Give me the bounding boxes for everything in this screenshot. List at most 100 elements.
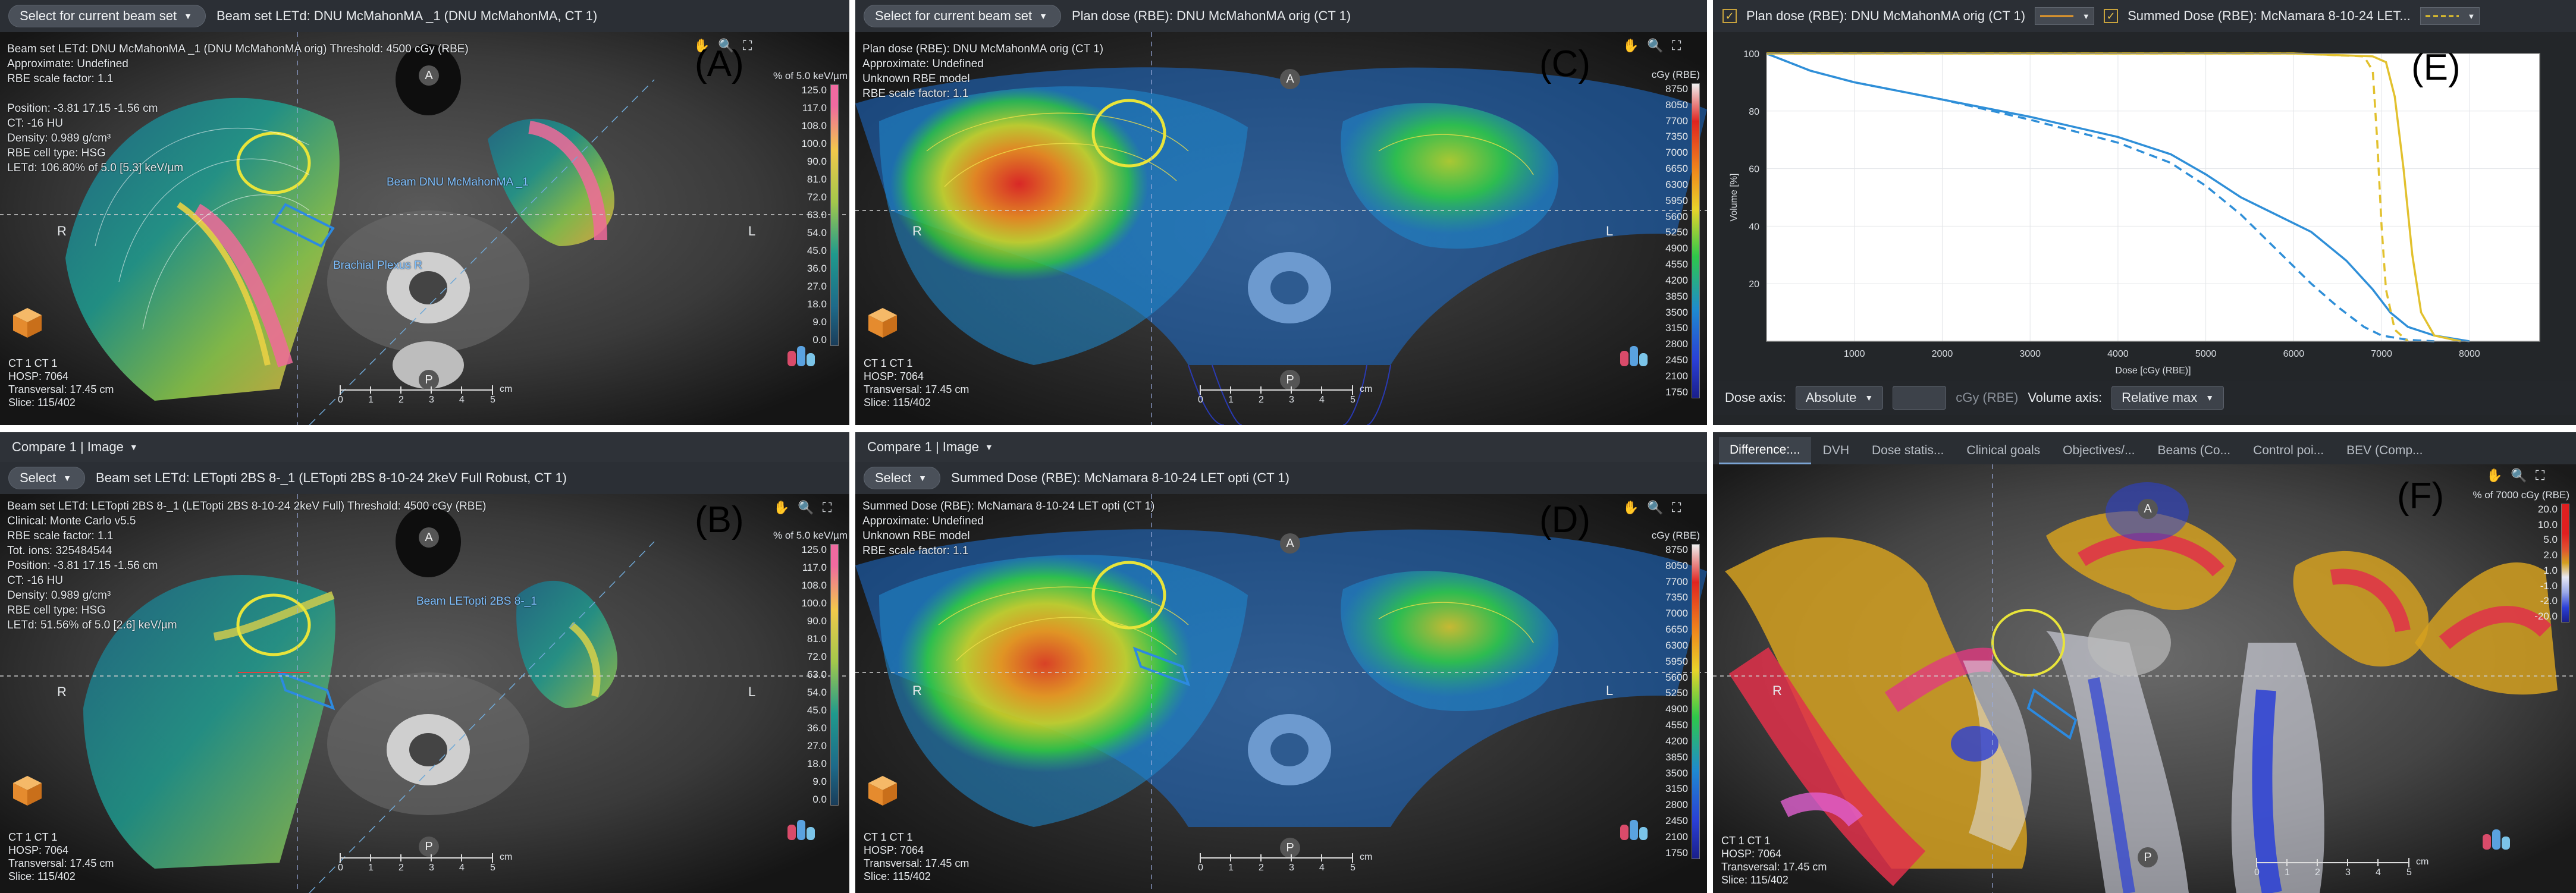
legend-value: 7000	[1665, 147, 1688, 159]
dvh-y-axis-label: Volume [%]	[1729, 174, 1739, 222]
select-beam-set-label: Select for current beam set	[20, 8, 177, 23]
ruler-tick-0: 0	[1198, 863, 1203, 873]
line-style-selector-2[interactable]: ▼	[2420, 7, 2480, 25]
legend-value: 63.0	[807, 669, 827, 680]
dvh-chart: 1000 2000 3000 4000 5000 6000 7000 8000 20 40 60 80…	[1729, 49, 2540, 376]
volume-axis-select[interactable]: Relative max ▼	[2111, 386, 2224, 410]
hand-pan-icon[interactable]: ✋	[2486, 468, 2503, 483]
dvh-plot-area[interactable]: 1000 2000 3000 4000 5000 6000 7000 8000 20 40 60 80…	[1713, 32, 2576, 381]
zoom-icon[interactable]: 🔍	[798, 500, 814, 515]
hand-pan-icon[interactable]: ✋	[773, 500, 790, 515]
select-beam-set-button[interactable]: Select for current beam set ▼	[864, 5, 1061, 27]
fullscreen-icon[interactable]: ⛶	[742, 38, 752, 53]
legend-value: 63.0	[807, 209, 827, 221]
legend-value: 45.0	[807, 245, 827, 256]
checkbox-summed-dose[interactable]: ✓	[2104, 9, 2119, 23]
ct-viewport-a[interactable]: Beam set LETd: DNU McMahonMA _1 (DNU McM…	[0, 32, 849, 425]
legend-value: 45.0	[807, 705, 827, 716]
ct-viewport-d[interactable]: Summed Dose (RBE): McNamara 8-10-24 LET …	[855, 494, 1707, 893]
zoom-icon[interactable]: 🔍	[718, 38, 735, 53]
dvh-axis-controls: Dose axis: Absolute ▼ cGy (RBE) Volume a…	[1713, 381, 2576, 415]
zoom-icon[interactable]: 🔍	[2511, 468, 2527, 483]
hand-pan-icon[interactable]: ✋	[1623, 500, 1639, 515]
tab-objectives[interactable]: Objectives/...	[2063, 444, 2135, 457]
legend-value: 6650	[1665, 163, 1688, 175]
tab-bev[interactable]: BEV (Comp...	[2346, 444, 2423, 457]
compare-bar-d[interactable]: Compare 1 | Image ▼	[855, 432, 1707, 462]
chevron-down-icon: ▼	[129, 442, 138, 452]
legend-value: 5250	[1665, 227, 1688, 238]
dose-axis-select[interactable]: Absolute ▼	[1795, 386, 1884, 410]
legend-value: 7350	[1665, 131, 1688, 143]
hand-pan-icon[interactable]: ✋	[694, 38, 710, 53]
ct-viewport-f[interactable]: A P R 0 1 2 3 4 5 cm CT 1 CT 1 HOSP: 706…	[1713, 464, 2576, 893]
orientation-cube-icon[interactable]	[866, 306, 899, 339]
solid-line-swatch	[2040, 15, 2074, 17]
fullscreen-icon[interactable]: ⛶	[822, 500, 832, 515]
volume-axis-value: Relative max	[2122, 390, 2198, 405]
logo-graphic	[2483, 829, 2510, 850]
tab-beams[interactable]: Beams (Co...	[2157, 444, 2231, 457]
zoom-icon[interactable]: 🔍	[1647, 500, 1664, 515]
panel-c-toolbar: Select for current beam set ▼ Plan dose …	[855, 0, 1707, 32]
ruler-tick-5: 5	[1350, 863, 1356, 873]
dvh-y-tick-label: 100	[1743, 49, 1759, 59]
orientation-cube-icon[interactable]	[866, 773, 899, 807]
chevron-down-icon: ▼	[2467, 11, 2475, 21]
dashed-line-swatch	[2425, 15, 2459, 17]
dose-value-input[interactable]	[1893, 386, 1947, 410]
ruler-unit: cm	[1360, 852, 1373, 862]
select-button-b[interactable]: Select ▼	[8, 467, 86, 489]
scale-ruler: 0 1 2 3 4 5 cm	[338, 383, 516, 407]
ct-image-a	[0, 32, 849, 425]
legend-value: 5950	[1665, 655, 1688, 667]
ct-viewport-b[interactable]: Beam set LETd: LETopti 2BS 8-_1 (LETopti…	[0, 494, 849, 893]
orientation-anterior: A	[1280, 69, 1300, 89]
legend-title-f: % of 7000 cGy (RBE)	[2473, 489, 2569, 501]
ct-viewport-c[interactable]: Plan dose (RBE): DNU McMahonMA orig (CT …	[855, 32, 1707, 425]
overlay-info-a: Beam set LETd: DNU McMahonMA _1 (DNU McM…	[7, 43, 469, 174]
vendor-logo-icon	[785, 815, 817, 844]
tab-control-points[interactable]: Control poi...	[2253, 444, 2324, 457]
compare-bar-b[interactable]: Compare 1 | Image ▼	[0, 432, 849, 462]
panel-a-title: Beam set LETd: DNU McMahonMA _1 (DNU McM…	[216, 8, 598, 23]
legend-value: 5.0	[2543, 534, 2558, 546]
ruler-tick-1: 1	[368, 395, 374, 405]
legend-value: 1750	[1665, 386, 1688, 398]
zoom-icon[interactable]: 🔍	[1647, 38, 1664, 53]
chevron-down-icon: ▼	[184, 11, 192, 21]
hand-pan-icon[interactable]: ✋	[1623, 38, 1639, 53]
legend-value: 125.0	[801, 544, 827, 555]
tab-difference[interactable]: Difference:...	[1719, 437, 1811, 464]
legend-value: -20.0	[2534, 610, 2558, 622]
dvh-y-tick-label: 60	[1749, 165, 1759, 175]
overlay-info-d: Summed Dose (RBE): McNamara 8-10-24 LET …	[862, 500, 1155, 557]
legend-value: 8050	[1665, 559, 1688, 571]
fullscreen-icon[interactable]: ⛶	[2535, 468, 2545, 483]
select-beam-set-button[interactable]: Select for current beam set ▼	[8, 5, 206, 27]
ruler-tick-5: 5	[490, 863, 495, 873]
ruler-graphic	[340, 853, 493, 863]
legend-value: 4900	[1665, 703, 1688, 715]
panel-a: Select for current beam set ▼ Beam set L…	[0, 0, 849, 425]
orientation-cube-icon[interactable]	[11, 306, 44, 339]
compare-label-d: Compare 1 | Image	[867, 439, 979, 454]
legend-value: 7000	[1665, 608, 1688, 620]
line-style-selector-1[interactable]: ▼	[2035, 7, 2095, 25]
checkbox-plan-dose[interactable]: ✓	[1722, 9, 1737, 23]
difference-legend-f: % of 7000 cGy (RBE) 20.0 10.0 5.0 2.0 1.0 -1.…	[2451, 489, 2569, 622]
legend-value: 18.0	[807, 758, 827, 769]
dvh-x-tick-label: 5000	[2195, 349, 2217, 359]
tab-clinical-goals[interactable]: Clinical goals	[1966, 444, 2041, 457]
tab-dvh[interactable]: DVH	[1822, 444, 1850, 457]
fullscreen-icon[interactable]: ⛶	[1671, 500, 1681, 515]
orientation-cube-icon[interactable]	[11, 773, 44, 807]
ruler-graphic	[340, 385, 493, 395]
viewport-tools-f: ✋ 🔍 ⛶	[2486, 468, 2544, 483]
tab-dose-statistics[interactable]: Dose statis...	[1872, 444, 1944, 457]
orientation-right: R	[57, 684, 67, 699]
fullscreen-icon[interactable]: ⛶	[1671, 38, 1681, 53]
select-button-d[interactable]: Select ▼	[864, 467, 941, 489]
dvh-series-line-1	[1766, 52, 2434, 342]
legend-value: 7350	[1665, 592, 1688, 603]
